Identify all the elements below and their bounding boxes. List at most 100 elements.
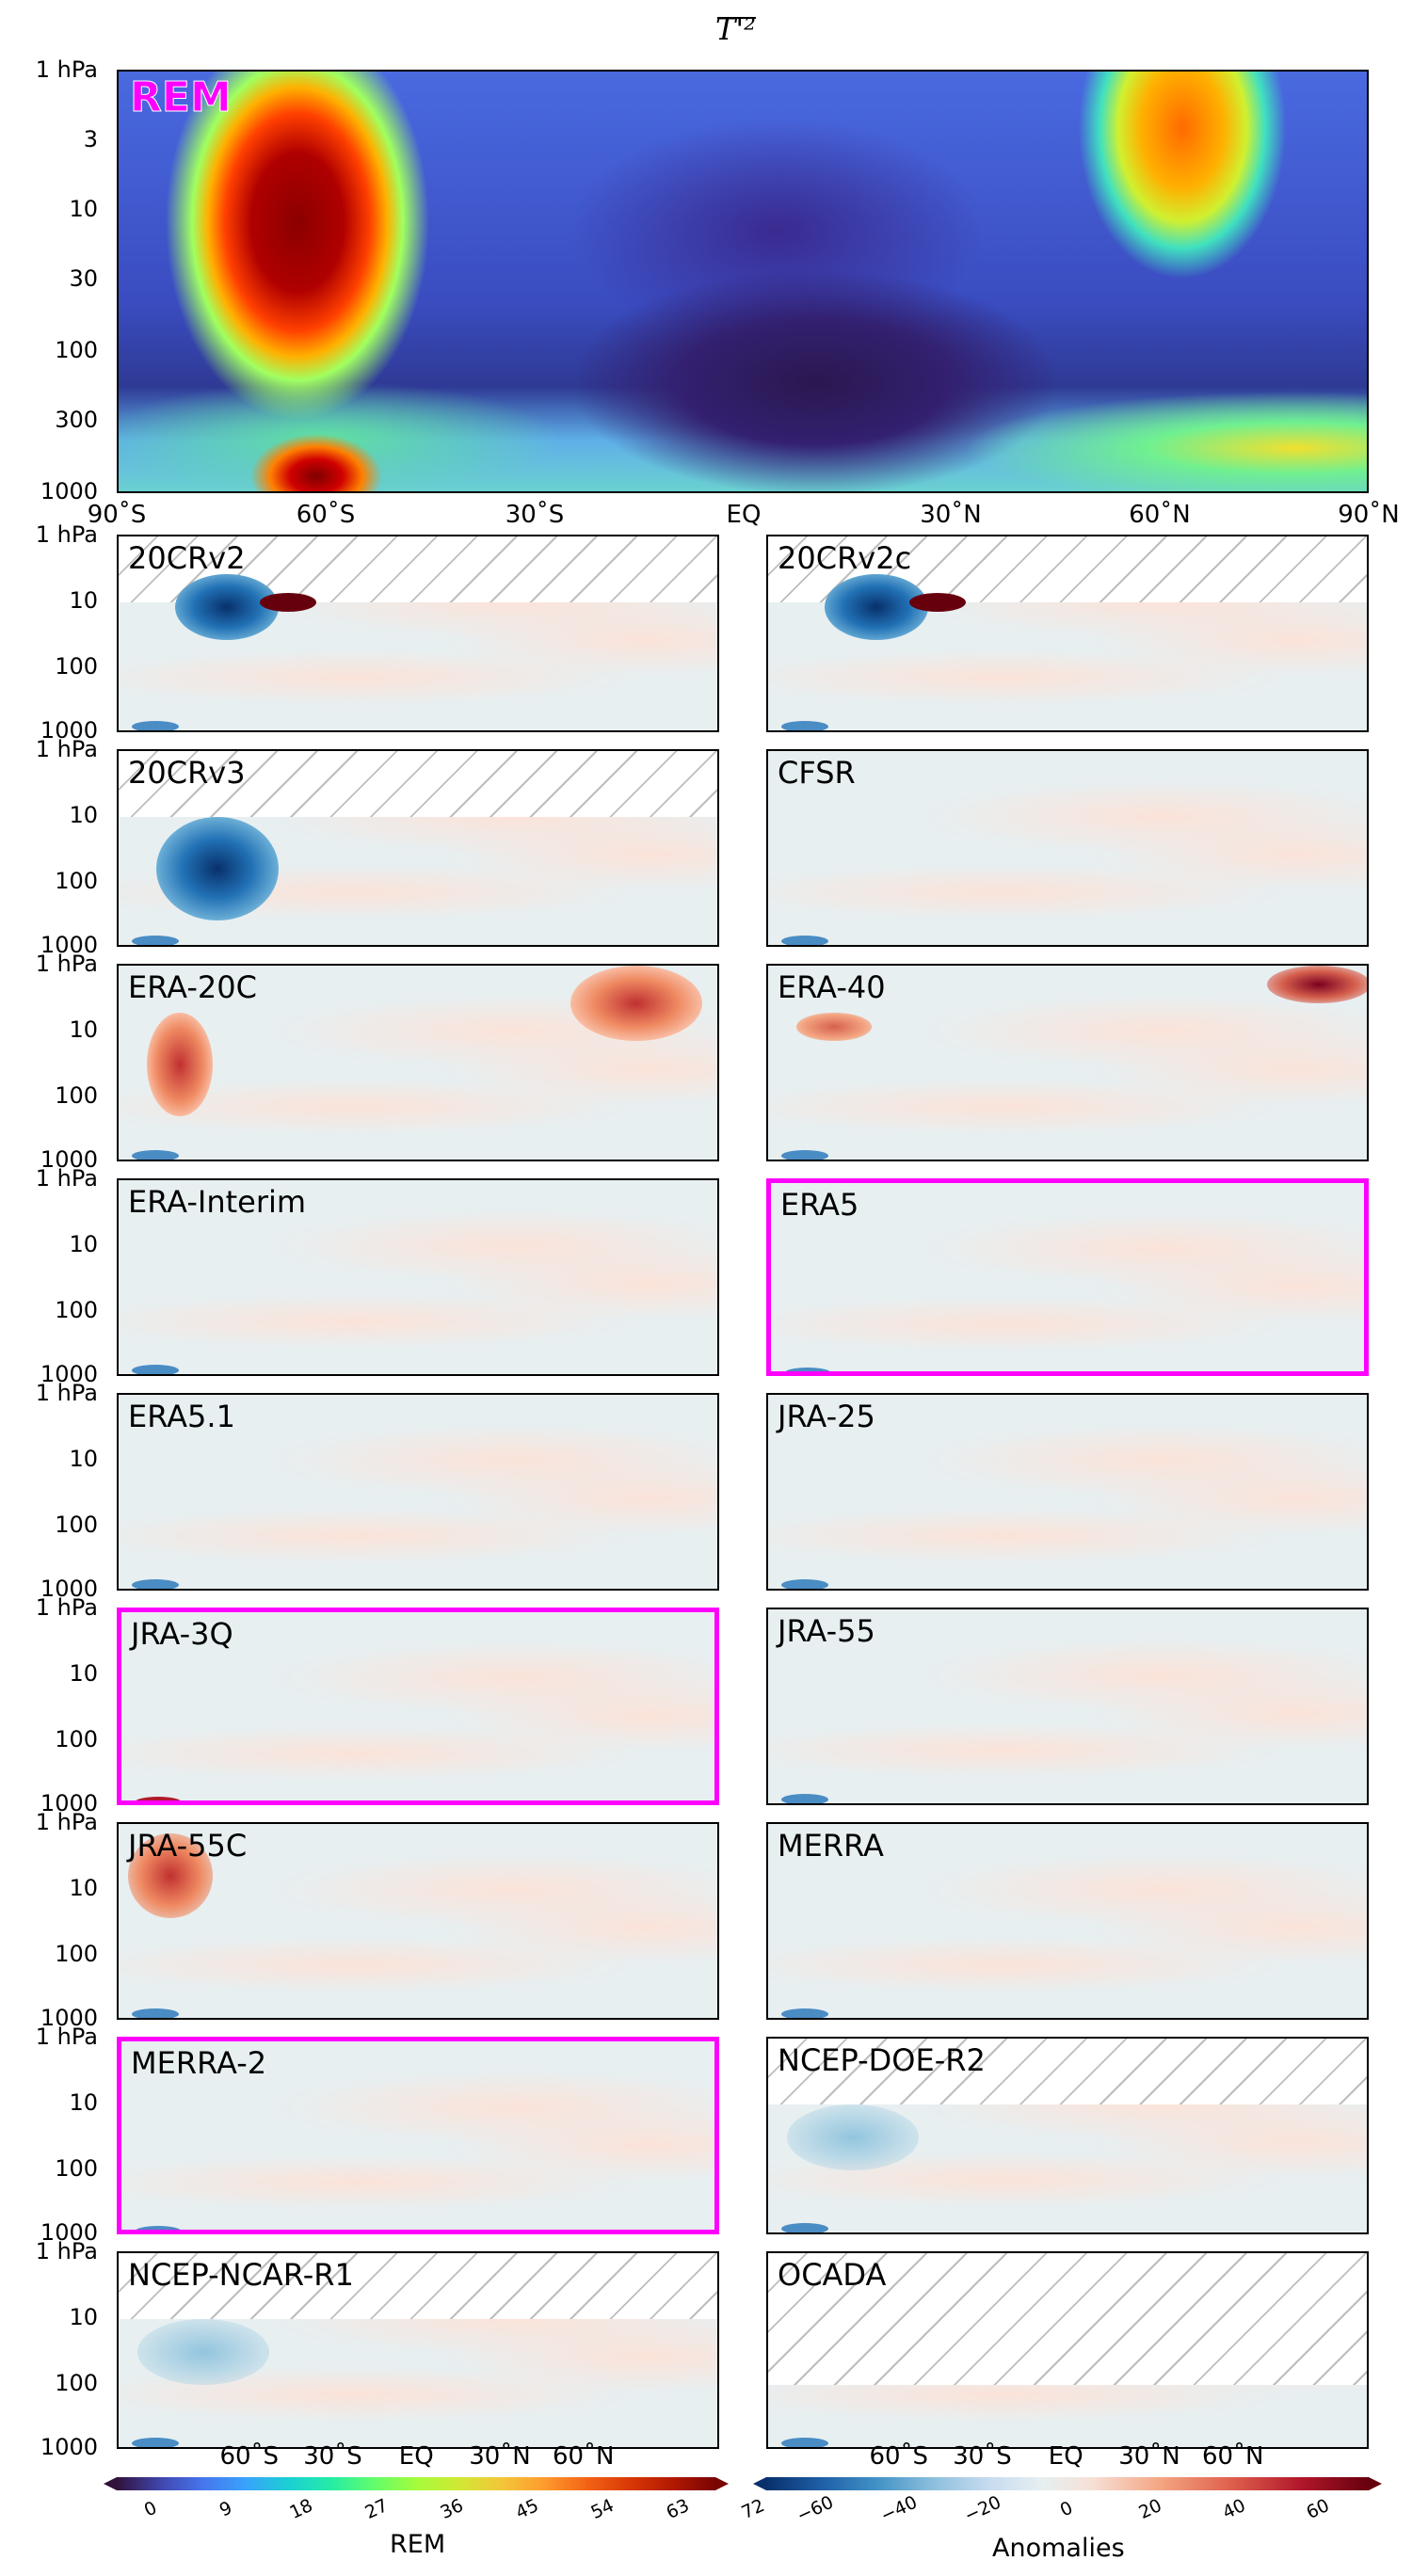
anomaly-blob	[570, 966, 702, 1041]
panel-y-tick: 100	[55, 653, 98, 680]
anomaly-colorbar	[766, 2477, 1369, 2490]
panel-y-tick: 1000	[40, 2434, 98, 2460]
panel-y-tick: 1 hPa	[35, 1809, 98, 1835]
anomaly-blob	[260, 593, 316, 612]
surface-blob	[135, 1797, 182, 1800]
surface-blob	[781, 1579, 828, 1589]
main-x-tick: 60˚N	[1129, 501, 1191, 529]
main-y-tick: 10	[69, 196, 98, 222]
anomaly-field	[768, 1609, 1367, 1803]
panel-y-tick: 10	[69, 1660, 98, 1687]
panel-y-tick: 1000	[40, 2005, 98, 2031]
main-y-tick: 30	[69, 265, 98, 292]
main-x-tick: 30˚S	[505, 501, 565, 529]
panel-y-tick: 100	[55, 868, 98, 894]
surface-blob	[781, 2223, 828, 2232]
anomaly-blob	[796, 1013, 872, 1041]
panel-y-tick: 1 hPa	[35, 2024, 98, 2050]
rem-panel: REM	[117, 70, 1369, 493]
anomaly-colorbar-tick: 0	[1056, 2497, 1077, 2521]
panel-label: JRA-25	[778, 1399, 875, 1434]
panel-y-tick: 10	[69, 2304, 98, 2330]
surface-blob	[781, 1150, 828, 1160]
missing-data-hatch	[119, 751, 717, 817]
anomaly-blob	[128, 1833, 213, 1918]
anomaly-colorbar-label: Anomalies	[992, 2534, 1125, 2563]
main-x-tick: 90˚S	[87, 501, 147, 529]
surface-blob	[135, 2226, 182, 2230]
panel-jra-55: JRA-55	[766, 1608, 1369, 1805]
panel-y-tick: 1000	[40, 1790, 98, 1816]
anomaly-field	[121, 2041, 714, 2230]
panel-label: JRA-55	[778, 1613, 875, 1649]
panel-label: ERA-20C	[128, 969, 257, 1005]
panel-jra-55c: JRA-55C	[117, 1822, 719, 2020]
anomaly-blob	[825, 574, 928, 640]
panel-label: ERA5	[780, 1187, 859, 1223]
panel-y-tick: 10	[69, 1875, 98, 1901]
panel-era5: ERA5	[766, 1178, 1369, 1376]
panel-y-tick: 1 hPa	[35, 1165, 98, 1192]
main-x-tick: 30˚N	[920, 501, 982, 529]
panel-era5.1: ERA5.1	[117, 1393, 719, 1591]
panel-20crv2c: 20CRv2c	[766, 535, 1369, 732]
panel-y-tick: 1000	[40, 1576, 98, 1602]
surface-blob	[781, 721, 828, 730]
rem-colorbar-label: REM	[390, 2530, 446, 2559]
panel-jra-25: JRA-25	[766, 1393, 1369, 1591]
anomaly-field	[119, 1180, 717, 1374]
anomaly-blob	[1267, 966, 1367, 1003]
panel-y-tick: 10	[69, 1446, 98, 1472]
surface-blob	[784, 1368, 831, 1371]
bottom-x-tick: 60˚N	[552, 2442, 615, 2471]
main-y-tick: 3	[83, 126, 98, 152]
surface-blob	[132, 2438, 179, 2447]
panel-label: 20CRv2	[128, 540, 246, 576]
panel-label: NCEP-DOE-R2	[778, 2042, 986, 2078]
panel-y-tick: 1 hPa	[35, 1380, 98, 1406]
surface-blob	[132, 1579, 179, 1589]
panel-label: ERA-40	[778, 969, 886, 1005]
rem-label: REM	[130, 73, 233, 122]
panel-merra-2: MERRA-2	[117, 2037, 719, 2234]
panel-y-tick: 1000	[40, 1146, 98, 1173]
missing-data-hatch	[768, 2039, 1367, 2104]
panel-label: ERA-Interim	[128, 1184, 307, 1220]
rem-colorbar-tick: 36	[437, 2494, 467, 2524]
anomaly-field	[119, 1824, 717, 2018]
panel-label: MERRA-2	[131, 2045, 267, 2081]
anomaly-colorbar-tick: −20	[961, 2491, 1004, 2527]
panel-y-tick: 100	[55, 1512, 98, 1538]
surface-blob	[781, 936, 828, 945]
panel-era-40: ERA-40	[766, 964, 1369, 1161]
rem-colorbar-tick: 18	[286, 2494, 316, 2524]
main-y-tick: 100	[55, 337, 98, 363]
panel-20crv2: 20CRv2	[117, 535, 719, 732]
panel-y-tick: 100	[55, 2370, 98, 2396]
anomaly-field	[768, 751, 1367, 945]
surface-blob	[781, 2008, 828, 2018]
panel-y-tick: 1 hPa	[35, 951, 98, 977]
main-x-tick: EQ	[726, 501, 762, 529]
panel-label: ERA5.1	[128, 1399, 235, 1434]
anomaly-colorbar-tick: −40	[877, 2491, 921, 2527]
surface-blob	[781, 2438, 828, 2447]
surface-blob	[132, 1150, 179, 1160]
rem-colorbar-tick: 72	[738, 2494, 768, 2524]
main-y-tick: 1000	[40, 478, 98, 504]
panel-label: OCADA	[778, 2257, 887, 2293]
anomaly-field	[768, 1824, 1367, 2018]
rem-colorbar-tick: 63	[663, 2494, 693, 2524]
panel-era-20c: ERA-20C	[117, 964, 719, 1161]
panel-y-tick: 10	[69, 1231, 98, 1257]
anomaly-field	[768, 966, 1367, 1160]
bottom-x-tick: 30˚N	[1118, 2442, 1180, 2471]
figure-title: T'²	[715, 11, 756, 47]
anomaly-colorbar-tick: 20	[1135, 2494, 1165, 2524]
bottom-x-tick: 60˚S	[869, 2442, 929, 2471]
panel-y-tick: 10	[69, 2089, 98, 2116]
panel-y-tick: 1000	[40, 932, 98, 958]
panel-label: JRA-55C	[128, 1828, 248, 1864]
panel-merra: MERRA	[766, 1822, 1369, 2020]
surface-blob	[781, 1794, 828, 1803]
